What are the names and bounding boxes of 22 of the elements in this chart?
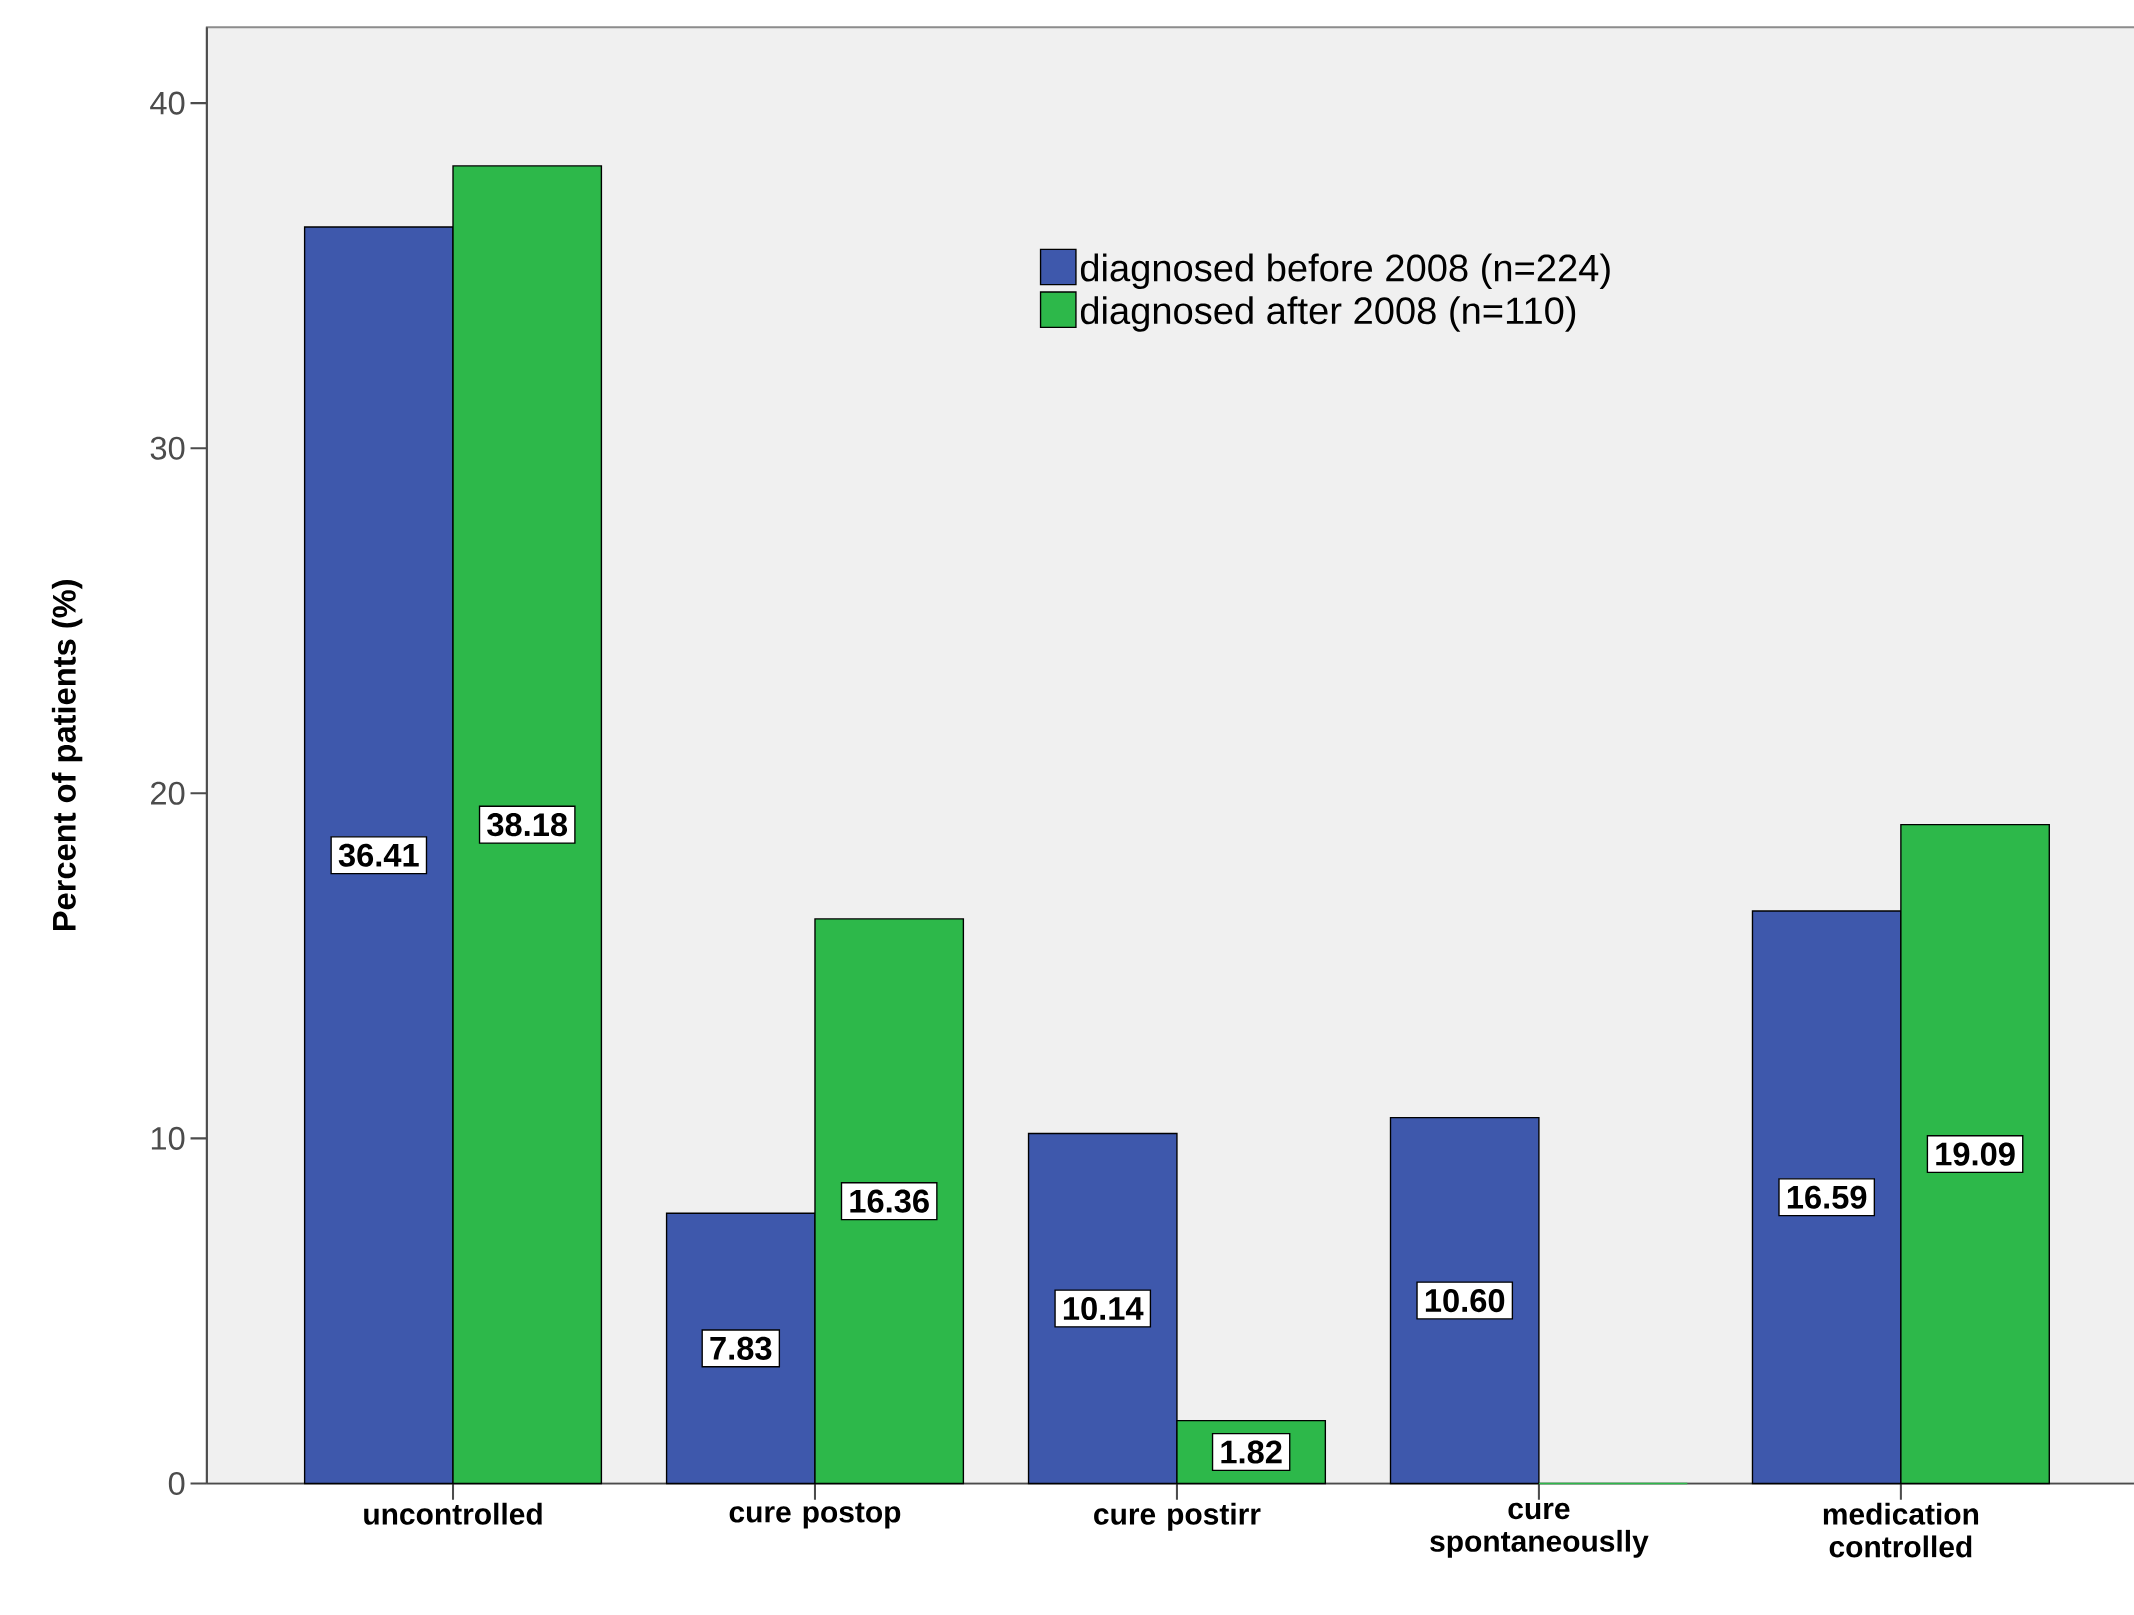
y-tick-label: 30 [150, 436, 185, 460]
y-tick-label: 0 [168, 1471, 185, 1495]
data-label: 36.41 [338, 843, 419, 867]
x-tick-label: cure spontaneouslly [1430, 1502, 1649, 1558]
data-label: 10.14 [1063, 1296, 1144, 1320]
legend-label: diagnosed before 2008 (n=224) [1080, 253, 1610, 289]
data-label: 1.82 [1221, 1440, 1282, 1464]
x-tick-label: uncontrolled [364, 1502, 542, 1525]
y-axis-title: Percent of patients (%) [51, 579, 83, 930]
data-label: 19.09 [1936, 1142, 2015, 1166]
data-label: 7.83 [710, 1336, 772, 1360]
data-label: 38.18 [487, 812, 568, 837]
y-tick-label: 20 [151, 781, 185, 805]
legend-label: diagnosed after 2008 (n=110) [1080, 296, 1576, 332]
data-label: 16.59 [1787, 1185, 1867, 1209]
data-label: 10.60 [1425, 1288, 1505, 1312]
data-label: 16.36 [850, 1189, 929, 1213]
y-tick-label: 10 [151, 1126, 185, 1150]
y-tick-label: 40 [150, 91, 185, 115]
x-tick-label: cure postirr [1094, 1502, 1261, 1531]
x-tick-label: medication controlled [1823, 1502, 1979, 1558]
x-tick-label: cure postop [729, 1502, 901, 1529]
